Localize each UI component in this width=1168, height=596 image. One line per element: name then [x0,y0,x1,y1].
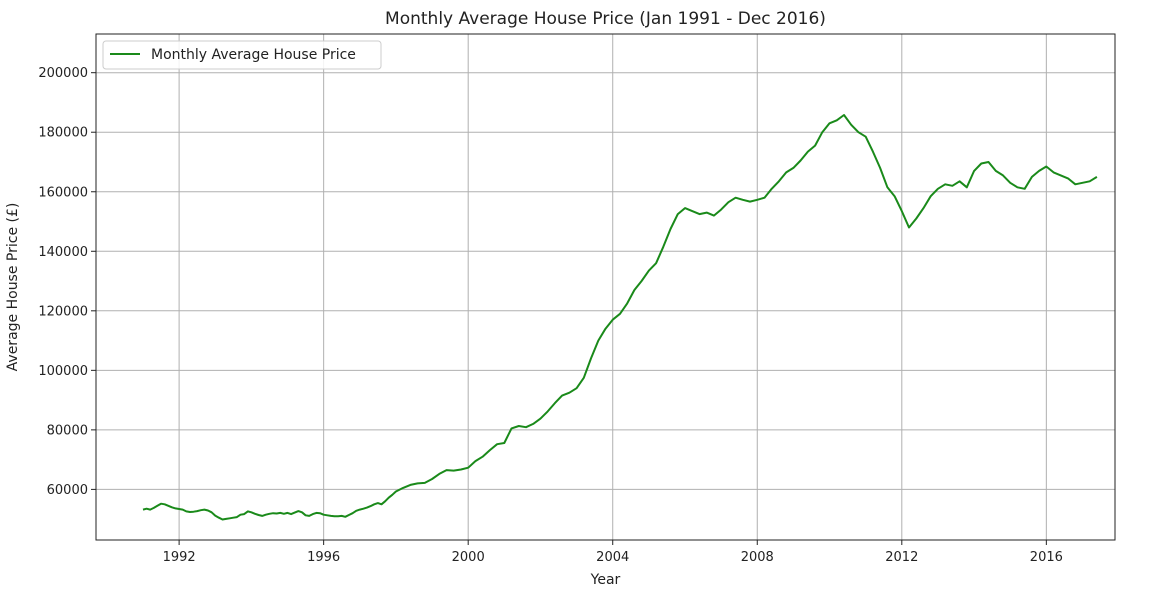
grid-lines [96,34,1115,540]
legend-label: Monthly Average House Price [151,47,356,63]
x-tick-label: 1992 [163,550,196,565]
y-tick-label: 120000 [38,304,88,319]
x-tick-label: 2004 [596,550,629,565]
legend: Monthly Average House Price [102,40,382,70]
y-tick-label: 100000 [38,364,88,379]
x-tick-label: 1996 [307,550,340,565]
y-axis-ticks: 60000 80000 100000 120000 140000 160000 180000… [38,66,96,498]
legend-box [102,40,382,70]
series-line [142,114,1098,521]
x-tick-label: 2016 [1030,550,1063,565]
y-tick-label: 80000 [47,423,88,438]
y-tick-label: 180000 [38,126,88,141]
x-tick-label: 2008 [741,550,774,565]
x-axis-ticks: 1992 1996 2000 2004 2008 2012 2016 [163,540,1063,565]
x-axis-label: Year [590,572,621,588]
chart-title: Monthly Average House Price (Jan 1991 - … [385,9,826,29]
axes [95,33,1116,541]
y-tick-label: 160000 [38,185,88,200]
x-tick-label: 2012 [885,550,918,565]
y-tick-label: 60000 [47,483,88,498]
y-tick-label: 140000 [38,245,88,260]
y-tick-label: 200000 [38,66,88,81]
x-tick-label: 2000 [452,550,485,565]
series-lines [142,114,1098,521]
y-axis-label: Average House Price (£) [5,203,21,372]
plot-frame [95,33,1116,541]
